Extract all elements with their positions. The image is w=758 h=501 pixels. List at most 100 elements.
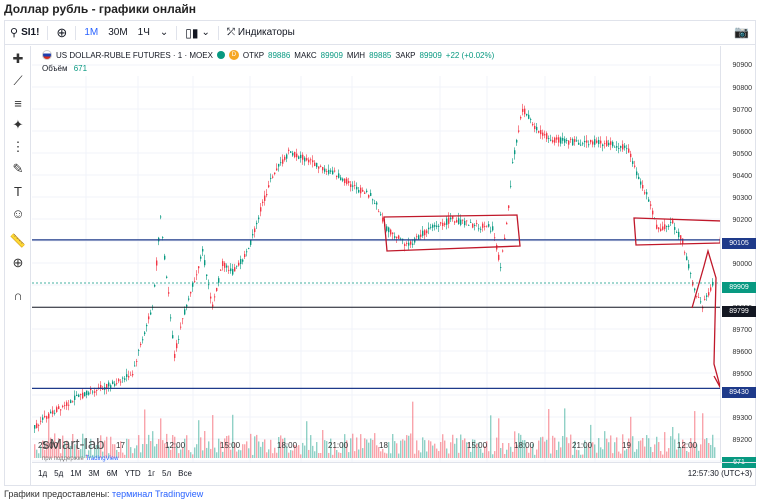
volume-bar <box>86 454 88 458</box>
volume-bar <box>378 447 380 458</box>
candle-body <box>234 267 236 272</box>
candle-body <box>524 108 526 115</box>
volume-bar <box>212 415 214 458</box>
candle-body <box>646 192 648 195</box>
volume-bar <box>670 436 672 458</box>
candle-body <box>396 236 398 239</box>
volume-bar <box>638 441 640 458</box>
range-3m[interactable]: 3М <box>88 469 100 478</box>
volume-bar <box>384 452 386 458</box>
volume-bar <box>410 433 412 458</box>
volume-bar <box>34 444 36 458</box>
interval-30m[interactable]: 30М <box>108 27 128 38</box>
range-ytd[interactable]: YTD <box>124 469 141 478</box>
volume-bar <box>526 447 528 458</box>
volume-bar <box>236 451 238 458</box>
interval-dropdown[interactable]: ⌄ <box>155 21 173 45</box>
candle-body <box>292 152 294 156</box>
volume-bar <box>184 438 186 458</box>
volume-bar <box>560 447 562 458</box>
symbol-search[interactable]: ⚲ SI1! <box>5 21 44 45</box>
volume-bar <box>102 451 104 458</box>
magnet-icon[interactable]: ∩ <box>13 287 23 303</box>
time-axis[interactable]: 21:00 17 12:00 15:00 18:00 21:00 18 15:00 18:00 2… <box>32 439 720 453</box>
candle-body <box>692 281 694 286</box>
volume-bar <box>606 438 608 458</box>
camera-icon: 📷 <box>734 25 749 39</box>
candle-body <box>38 425 40 427</box>
camera-button[interactable]: 📷 <box>734 25 749 39</box>
range-5y[interactable]: 5л <box>162 469 172 478</box>
bar-style-button[interactable]: ▯▮ ⌄ <box>180 21 215 45</box>
range-1d[interactable]: 1д <box>38 469 48 478</box>
candle-body <box>250 239 252 245</box>
range-1m[interactable]: 1М <box>70 469 82 478</box>
indicators-button[interactable]: ⤱ Индикаторы <box>222 21 300 45</box>
candle-body <box>154 285 156 287</box>
footer-link[interactable]: терминал Tradingview <box>112 489 204 499</box>
bottom-bar: 21:00 17 12:00 15:00 18:00 21:00 18 15:00 18:00 2… <box>32 441 756 486</box>
candle-body <box>86 390 88 396</box>
candle-body <box>632 161 634 164</box>
candle-body <box>46 416 48 419</box>
candle-body <box>458 218 460 225</box>
time-tick: 15:00 <box>220 441 241 450</box>
volume-bar <box>460 434 462 458</box>
price-chart[interactable] <box>32 46 720 462</box>
candle-body <box>204 260 206 266</box>
volume-bar <box>226 435 228 458</box>
candle-body <box>486 225 488 227</box>
volume-bar <box>624 450 626 458</box>
volume-bar <box>150 441 152 458</box>
crosshair-icon[interactable]: ✚ <box>12 51 24 66</box>
candle-body <box>578 142 580 145</box>
candle-body <box>278 163 280 167</box>
range-1y[interactable]: 1г <box>147 469 155 478</box>
range-5d[interactable]: 5д <box>54 469 64 478</box>
candle-body <box>498 254 500 260</box>
candle-body <box>610 141 612 145</box>
volume-bar <box>252 454 254 458</box>
trendline-icon[interactable]: ⟋ <box>13 73 23 88</box>
price-scale[interactable]: 90900 90800 90700 90600 90500 90400 9030… <box>720 46 756 468</box>
text-icon[interactable]: T <box>14 183 22 199</box>
volume-bar <box>246 441 248 458</box>
compare-button[interactable]: ⊕ <box>51 21 72 45</box>
change-value: +22 (+0.02%) <box>445 50 495 60</box>
range-all[interactable]: Все <box>178 469 192 478</box>
volume-bar <box>128 439 130 458</box>
candle-body <box>240 259 242 265</box>
zoom-icon[interactable]: ⊕ <box>12 255 24 270</box>
volume-label: Объём <box>42 64 68 73</box>
candle-body <box>374 203 376 205</box>
forecast-icon[interactable]: ⋮ <box>11 139 25 154</box>
emoji-icon[interactable]: ☺ <box>11 205 25 221</box>
volume-bar <box>224 438 226 458</box>
clock[interactable]: 12:57:30 (UTC+3) <box>687 469 752 478</box>
ruler-icon[interactable]: 📏 <box>9 233 27 248</box>
volume-bar <box>166 433 168 458</box>
brush-icon[interactable]: ✎ <box>12 161 24 176</box>
candle-body <box>182 318 184 320</box>
candle-body <box>584 140 586 143</box>
volume-bar <box>168 446 170 458</box>
candle-body <box>230 268 232 272</box>
volume-bar <box>514 431 516 458</box>
interval-1m[interactable]: 1М <box>84 27 99 38</box>
high-value: 89909 <box>320 50 343 60</box>
volume-bar <box>90 438 92 458</box>
range-6m[interactable]: 6М <box>106 469 118 478</box>
pattern-icon[interactable]: ✦ <box>12 117 24 132</box>
candle-body <box>124 378 126 380</box>
volume-bar <box>386 453 388 458</box>
volume-bar <box>198 420 200 458</box>
volume-bar <box>644 446 646 458</box>
candle-body <box>226 265 228 268</box>
volume-bar <box>660 451 662 458</box>
chart-pane[interactable]: US DOLLAR-RUBLE FUTURES · 1 · MOEX D ОТК… <box>32 46 720 462</box>
volume-bar <box>402 439 404 458</box>
fib-icon[interactable]: ≡ <box>14 95 22 111</box>
interval-1h[interactable]: 1Ч <box>137 27 150 38</box>
candle-body <box>36 423 38 428</box>
volume-bar <box>162 440 164 458</box>
